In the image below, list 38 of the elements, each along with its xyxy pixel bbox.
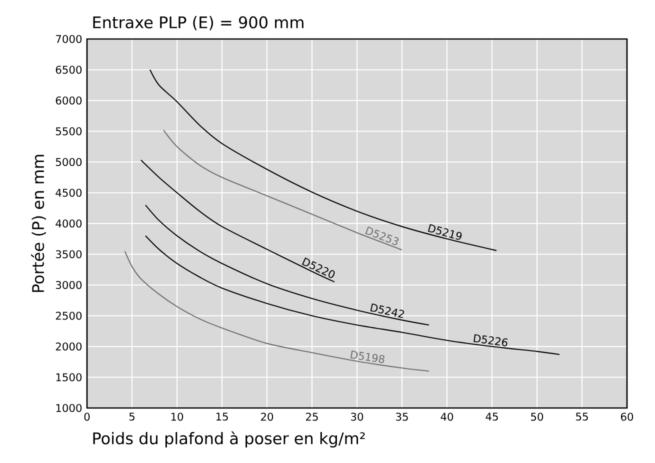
y-tick-label: 2500 [56,312,82,320]
line-series [162,129,403,250]
x-tick-label: 0 [84,412,90,421]
y-tick-label: 4500 [56,188,82,197]
x-axis-title: Poids du plafond à poser en kg/m² [93,431,365,448]
text: D5226 [474,334,508,346]
line-series [149,69,498,252]
x-tick-label: 5 [129,412,134,421]
y-tick-label: 2000 [56,342,82,351]
y-tick-label: 4000 [56,219,82,228]
y-axis-title: Portée (P) en mm [31,154,46,292]
y-tick-label: 6000 [56,96,82,105]
line-series [144,204,430,326]
text: D5219 [428,224,462,240]
x-tick-label: 55 [576,412,588,421]
x-tick-label: 45 [486,412,498,421]
line-series [124,250,430,372]
x-tick-label: 20 [260,412,274,421]
line-series [140,160,336,282]
y-tick-label: 7000 [56,34,82,44]
y-tick-label: 3500 [56,250,82,258]
x-tick-label: 50 [531,412,544,421]
x-tick-label: 35 [396,412,408,421]
y-tick-label: 3000 [56,280,82,290]
y-tick-label: 1500 [56,373,82,382]
x-tick-label: 60 [620,412,634,421]
x-tick-label: 25 [306,412,318,421]
x-tick-label: 30 [351,412,364,421]
chart-title: Entraxe PLP (E) = 900 mm [93,16,304,30]
y-tick-label: 1000 [56,404,82,412]
x-tick-label: 40 [440,412,454,421]
x-tick-label: 10 [171,412,184,421]
y-tick-label: 5500 [56,127,82,136]
x-tick-label: 15 [216,412,228,421]
y-tick-label: 6500 [56,66,82,74]
y-tick-label: 5000 [56,158,82,166]
text: D5198 [350,350,384,364]
text: D5242 [370,303,404,318]
